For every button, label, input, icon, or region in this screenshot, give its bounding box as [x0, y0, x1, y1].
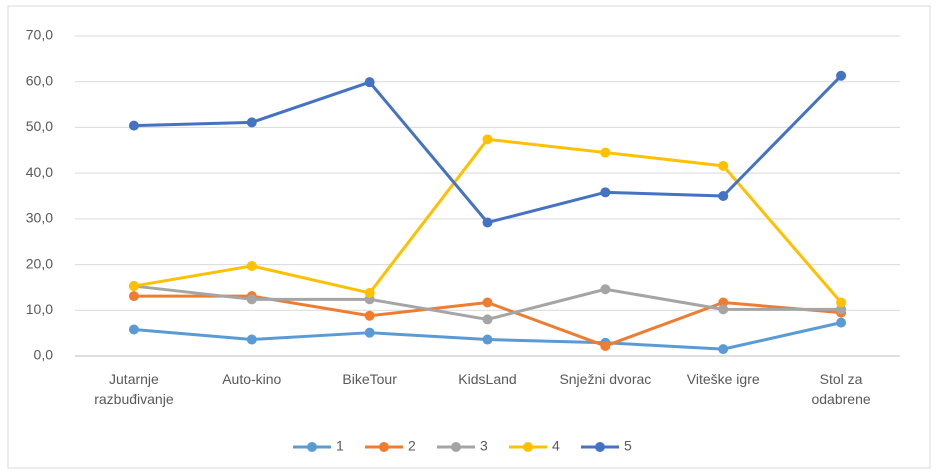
data-point [836, 317, 847, 328]
data-point [836, 304, 847, 315]
legend-label: 3 [480, 438, 488, 454]
legend-label: 4 [552, 438, 560, 454]
legend-marker [307, 442, 317, 452]
legend-marker [523, 442, 533, 452]
legend-label: 2 [408, 438, 416, 454]
y-tick-label: 0,0 [34, 347, 54, 363]
data-point [600, 187, 611, 198]
y-tick-label: 40,0 [26, 164, 53, 180]
data-point [128, 324, 139, 335]
x-tick-label: Viteške igre [687, 371, 760, 387]
chart-border [7, 5, 931, 469]
data-point [482, 334, 493, 345]
data-point [482, 134, 493, 145]
y-tick-label: 50,0 [26, 118, 53, 134]
data-point [246, 334, 257, 345]
data-point [600, 284, 611, 295]
x-tick-label: Stol za odabrene [811, 371, 870, 407]
legend-marker [379, 442, 389, 452]
data-point [364, 310, 375, 321]
legend-marker [451, 442, 461, 452]
legend-label: 1 [336, 438, 344, 454]
x-tick-label: Jutarnje razbuđivanje [94, 371, 174, 407]
data-point [128, 120, 139, 131]
legend-label: 5 [624, 438, 632, 454]
data-point [718, 191, 729, 201]
y-tick-label: 10,0 [26, 301, 53, 317]
data-point [246, 117, 257, 128]
data-point [482, 217, 493, 228]
x-tick-label: Auto-kino [222, 371, 281, 387]
data-point [364, 77, 375, 88]
legend-marker [595, 442, 605, 452]
data-point [718, 344, 729, 355]
data-point [364, 287, 375, 298]
data-point [364, 327, 375, 338]
data-point [718, 304, 729, 315]
data-point [718, 297, 729, 308]
data-point [836, 297, 847, 308]
x-tick-label: KidsLand [458, 371, 516, 387]
y-tick-label: 60,0 [26, 72, 53, 88]
y-tick-label: 70,0 [26, 27, 53, 43]
x-tick-label: Snježni dvorac [559, 371, 651, 387]
data-point [836, 70, 847, 81]
data-point [482, 297, 493, 308]
data-point [246, 294, 257, 305]
y-tick-label: 20,0 [26, 255, 53, 271]
y-tick-label: 30,0 [26, 210, 53, 226]
data-point [600, 340, 611, 351]
x-tick-label: BikeTour [342, 371, 397, 387]
data-point [128, 291, 139, 302]
data-point [600, 147, 611, 158]
data-point [718, 160, 729, 171]
data-point [246, 260, 257, 271]
data-point [482, 314, 493, 325]
data-point [128, 281, 139, 292]
